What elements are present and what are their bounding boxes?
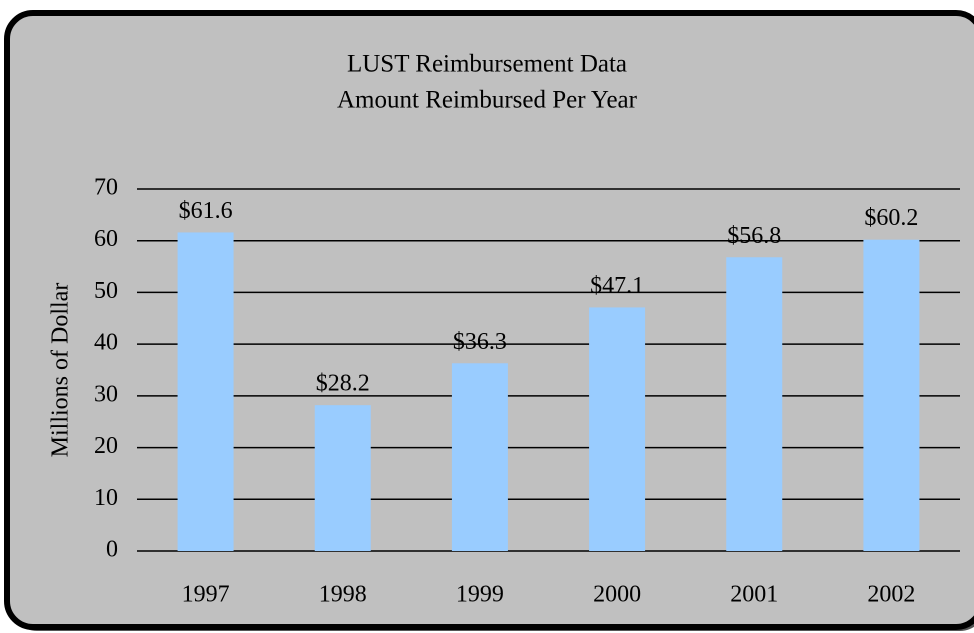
y-tick-label: 30: [94, 381, 118, 407]
chart-title: LUST Reimbursement Data: [347, 51, 627, 78]
y-tick-label: 70: [94, 175, 118, 201]
y-axis-label: Millions of Dollar: [48, 283, 74, 458]
bar: [726, 257, 783, 551]
bar: [589, 307, 646, 551]
bar: [863, 239, 920, 551]
x-tick-label: 2000: [593, 582, 641, 608]
y-tick-label: 40: [94, 330, 118, 356]
y-tick-label: 10: [94, 485, 118, 511]
bar: [177, 232, 234, 551]
y-tick-label: 60: [94, 226, 118, 252]
x-tick-label: 2001: [730, 582, 778, 608]
data-label: $61.6: [179, 198, 233, 224]
data-label: $56.8: [727, 223, 781, 249]
bar: [451, 363, 508, 551]
chart-subtitle: Amount Reimbursed Per Year: [337, 87, 638, 114]
data-label: $60.2: [864, 205, 918, 231]
data-label: $36.3: [453, 329, 507, 355]
x-tick-label: 2002: [867, 582, 915, 608]
x-tick-label: 1999: [456, 582, 504, 608]
bar: [314, 405, 371, 551]
y-tick-label: 50: [94, 278, 118, 304]
x-tick-label: 1998: [319, 582, 367, 608]
y-tick-label: 20: [94, 433, 118, 459]
data-label: $47.1: [590, 273, 644, 299]
x-tick-label: 1997: [182, 582, 230, 608]
y-tick-label: 0: [106, 537, 118, 563]
data-label: $28.2: [316, 371, 370, 397]
